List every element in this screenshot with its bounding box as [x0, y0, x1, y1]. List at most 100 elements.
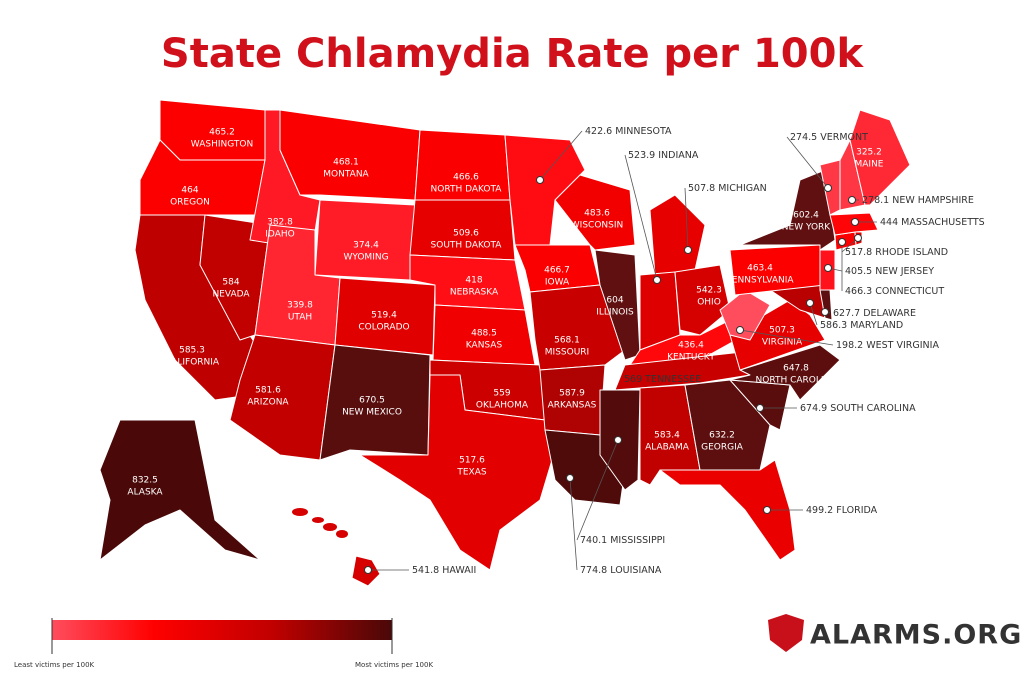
- state-value: 325.2: [856, 148, 882, 158]
- state-value: 465.2: [209, 128, 235, 138]
- state-value: 586.3: [820, 320, 847, 331]
- state-value: 444: [880, 217, 898, 228]
- state-value: 581.6: [255, 386, 281, 396]
- state-value: 583.4: [654, 431, 680, 441]
- state-name: MAINE: [855, 160, 884, 170]
- leader-line: [569, 477, 578, 571]
- state-name: RHODE ISLAND: [875, 247, 948, 258]
- state-value: 463.4: [747, 264, 773, 274]
- state-name: NEW JERSEY: [875, 266, 934, 277]
- state-value: 604: [606, 296, 623, 306]
- state: [279, 109, 421, 201]
- marker: [536, 176, 544, 184]
- state-name: UTAH: [288, 313, 312, 323]
- marker: [763, 506, 771, 514]
- state-name: IOWA: [545, 278, 570, 288]
- marker: [684, 246, 692, 254]
- state-name: KENTUCKY: [667, 353, 715, 363]
- marker: [851, 218, 859, 226]
- state-name: MARYLAND: [850, 320, 903, 331]
- state-name: MASSACHUSETTS: [901, 217, 985, 228]
- state-callout: 466.3 CONNECTICUT: [845, 286, 944, 297]
- marker: [566, 474, 574, 482]
- logo: ALARMS.ORG: [768, 614, 1022, 652]
- legend-low: Least victims per 100K: [14, 661, 95, 669]
- labels: 465.2 WASHINGTON 464 OREGON 585.3 CALIFORNIA 5…: [127, 126, 984, 576]
- marker: [806, 299, 814, 307]
- marker: [736, 326, 744, 334]
- state-name: NEW YORK: [782, 223, 832, 233]
- state-name: ILLINOIS: [596, 308, 634, 318]
- state-value: 382.8: [267, 218, 293, 228]
- state-name: VERMONT: [820, 132, 868, 143]
- state: [684, 379, 771, 471]
- state-callout: 586.3 MARYLAND: [820, 320, 903, 331]
- state-value: 632.2: [709, 431, 735, 441]
- state-callout: 274.5 VERMONT: [790, 132, 868, 143]
- marker: [653, 276, 661, 284]
- state-value: 278.1: [862, 195, 889, 206]
- state-value: 569: [624, 374, 642, 385]
- state-name: KANSAS: [466, 341, 503, 351]
- leader-line: [576, 439, 619, 541]
- state-value: 466.3: [845, 286, 872, 297]
- leader-line: [684, 187, 689, 251]
- state-name: TEXAS: [456, 468, 487, 478]
- state-name: WYOMING: [343, 253, 388, 263]
- state-value: 585.3: [179, 346, 205, 356]
- state-value: 542.3: [696, 286, 722, 296]
- state: [594, 249, 641, 361]
- state-value: 587.9: [559, 389, 585, 399]
- states: [99, 99, 911, 587]
- state: [659, 459, 796, 561]
- state-callout: 523.9 INDIANA: [628, 150, 699, 161]
- logo-shield: [768, 614, 804, 652]
- marker: [614, 436, 622, 444]
- state-name: MINNESOTA: [615, 126, 672, 137]
- state-value: 517.8: [845, 247, 872, 258]
- state-callout: 499.2 FLORIDA: [806, 505, 878, 516]
- state: [729, 344, 841, 401]
- state-name: OREGON: [170, 198, 210, 208]
- state-name: WEST VIRGINIA: [866, 340, 939, 351]
- state-name: OHIO: [697, 298, 721, 308]
- state-callout: 444 MASSACHUSETTS: [880, 217, 985, 228]
- state: [649, 194, 706, 276]
- title: State Chlamydia Rate per 100k: [161, 31, 865, 77]
- state-name: PENNSYLVANIA: [726, 276, 794, 286]
- logo-text: ALARMS.ORG: [810, 620, 1022, 651]
- state-name: MONTANA: [323, 170, 369, 180]
- leader-line: [786, 136, 829, 189]
- state-value: 602.4: [793, 211, 819, 221]
- state-name: OKLAHOMA: [476, 401, 529, 411]
- state-name: NORTH CAROLINA: [756, 376, 838, 386]
- state-name: LOUISIANA: [610, 565, 662, 576]
- marker: [848, 196, 856, 204]
- state-name: MICHIGAN: [718, 183, 767, 194]
- state: [674, 264, 731, 336]
- state: [319, 344, 431, 461]
- state-name: FLORIDA: [836, 505, 877, 516]
- marker: [824, 264, 832, 272]
- state-callout: 674.9 SOUTH CAROLINA: [800, 403, 916, 414]
- state-value: 740.1: [580, 535, 607, 546]
- state-value: 483.6: [584, 209, 610, 219]
- state-callout: 740.1 MISSISSIPPI: [580, 535, 665, 546]
- state-name: ALASKA: [127, 488, 163, 498]
- state-name: SOUTH CAROLINA: [830, 403, 916, 414]
- state: [359, 374, 556, 571]
- marker: [838, 238, 846, 246]
- state-value: 774.8: [580, 565, 607, 576]
- state-value: 468.1: [333, 158, 359, 168]
- leader-line: [539, 130, 583, 181]
- state-value: 627.7: [833, 308, 860, 319]
- state-name: GEORGIA: [701, 443, 744, 453]
- state-name: SOUTH DAKOTA: [431, 241, 503, 251]
- state: [99, 419, 261, 561]
- marker: [854, 234, 862, 242]
- state-value: 466.7: [544, 266, 570, 276]
- state-callout: 198.2 WEST VIRGINIA: [836, 340, 939, 351]
- state-value: 339.8: [287, 301, 313, 311]
